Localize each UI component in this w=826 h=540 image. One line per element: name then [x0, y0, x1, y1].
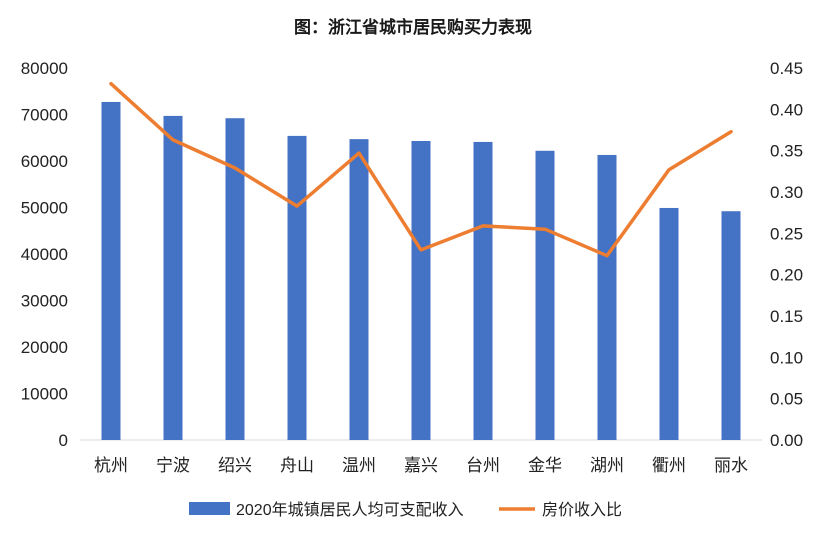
category-label: 金华: [528, 456, 562, 475]
category-label: 杭州: [94, 456, 128, 475]
legend-swatch-income: [189, 502, 230, 515]
income-bar: [597, 154, 617, 440]
category-label: 丽水: [714, 456, 748, 475]
category-label: 宁波: [156, 456, 190, 475]
left-tick-label: 0: [59, 431, 68, 450]
income-bar: [225, 118, 245, 440]
right-tick-label: 0.30: [770, 183, 803, 202]
category-label: 绍兴: [218, 456, 252, 475]
right-tick-label: 0.05: [770, 390, 803, 409]
left-y-axis: 0 10000 20000 30000 40000 50000 60000 70000 8000…: [21, 59, 68, 450]
category-label: 湖州: [590, 456, 624, 475]
legend-label-ratio: 房价收入比: [542, 501, 622, 519]
income-bar: [411, 141, 431, 440]
income-bar: [659, 207, 679, 440]
category-labels: 杭州 宁波 绍兴 舟山 温州 嘉兴 台州 金华 湖州 衢州 丽水: [94, 455, 748, 475]
category-label: 衢州: [652, 455, 686, 475]
category-label: 温州: [342, 456, 376, 475]
left-tick-label: 70000: [21, 106, 68, 125]
right-tick-label: 0.45: [770, 59, 803, 78]
category-label: 舟山: [280, 456, 314, 475]
right-tick-label: 0.35: [770, 142, 803, 161]
income-bar: [473, 141, 493, 440]
right-tick-label: 0.15: [770, 307, 803, 326]
income-bar: [287, 135, 307, 440]
income-bars: [101, 101, 741, 441]
right-tick-label: 0.10: [770, 348, 803, 367]
left-tick-label: 30000: [21, 292, 68, 311]
legend-label-income: 2020年城镇居民人均可支配收入: [236, 501, 464, 519]
chart-title: 图：浙江省城市居民购买力表现: [294, 17, 532, 37]
legend: 2020年城镇居民人均可支配收入 房价收入比: [189, 501, 622, 519]
left-tick-label: 40000: [21, 245, 68, 264]
left-tick-label: 80000: [21, 59, 68, 78]
income-bar: [535, 150, 555, 440]
right-tick-label: 0.00: [770, 431, 803, 450]
right-tick-label: 0.40: [770, 100, 803, 119]
price-income-ratio-line: [109, 81, 733, 258]
left-tick-label: 50000: [21, 199, 68, 218]
category-label: 台州: [466, 456, 500, 475]
right-tick-label: 0.20: [770, 266, 803, 285]
category-label: 嘉兴: [404, 456, 438, 475]
right-tick-label: 0.25: [770, 224, 803, 243]
income-bar: [349, 139, 369, 440]
ratio-line-layer: [109, 81, 733, 258]
left-tick-label: 20000: [21, 338, 68, 357]
income-bar: [163, 115, 183, 441]
left-tick-label: 10000: [21, 385, 68, 404]
income-bar: [721, 211, 741, 440]
left-tick-label: 60000: [21, 152, 68, 171]
income-bar: [101, 101, 121, 440]
right-y-axis: 0.00 0.05 0.10 0.15 0.20 0.25 0.30 0.35 0.40 0.45: [770, 59, 803, 450]
